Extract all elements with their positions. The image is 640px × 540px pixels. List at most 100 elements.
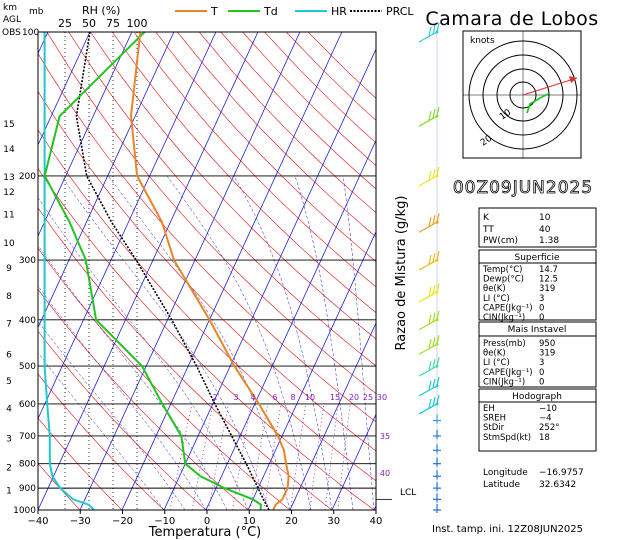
wind-barb [433, 414, 441, 424]
wind-barb [433, 482, 441, 492]
isotherm [121, 32, 343, 510]
mixing-ratio-label: 15 [330, 393, 340, 402]
rh-tick-label: 50 [82, 17, 96, 30]
wind-barb [418, 356, 440, 377]
prcl-series-line [75, 32, 270, 510]
moist-adiabat [61, 175, 270, 510]
km-label: 1 [6, 486, 12, 496]
wind-barb [418, 282, 440, 303]
dry-adiabat [264, 32, 376, 144]
pressure-tick-label: 600 [19, 400, 36, 410]
wind-barb [418, 166, 440, 187]
hr-series-line [43, 32, 95, 510]
t-series-line [129, 32, 290, 510]
dry-adiabat [38, 52, 376, 423]
isotherm [163, 48, 376, 510]
legend-label: Td [263, 5, 278, 18]
isotherm [79, 32, 301, 510]
mixing-ratio-label: 3 [233, 393, 238, 402]
moist-adiabat [294, 175, 354, 510]
isotherm [38, 32, 91, 146]
dry-adiabat [38, 247, 291, 510]
dry-adiabat [38, 129, 376, 482]
wind-barb [418, 250, 440, 271]
legend-label: T [210, 5, 218, 18]
dry-adiabat [68, 32, 376, 367]
x-tick-label: 40 [370, 516, 383, 527]
km-label: 7 [6, 319, 12, 329]
x-tick-label: −40 [27, 516, 48, 527]
mixing-ratio-line [191, 403, 214, 510]
wind-barb [433, 504, 441, 513]
dry-adiabat [38, 330, 207, 510]
mixing-ratio-line [309, 403, 325, 510]
theta-e-label: 35 [380, 432, 390, 441]
pressure-tick-label: 1000 [13, 506, 36, 516]
dry-adiabat [90, 32, 376, 340]
x-tick-label: 0 [204, 516, 210, 527]
km-label: 12 [3, 188, 14, 198]
km-label: 6 [6, 350, 12, 360]
km-label: 8 [6, 292, 12, 302]
mixing-ratio-label: 25 [363, 393, 373, 402]
pressure-tick-label: 800 [19, 460, 36, 470]
pressure-tick-label: 400 [19, 316, 36, 326]
isotherm [289, 322, 376, 510]
pressure-tick-label: 500 [19, 362, 36, 372]
legend-label: HR [331, 5, 347, 18]
isotherm [38, 32, 133, 238]
dry-adiabat [46, 32, 376, 394]
theta-e-label: 40 [380, 469, 390, 478]
pressure-tick-label: 300 [19, 256, 36, 266]
mixing-ratio-line [290, 403, 307, 510]
x-tick-label: 10 [243, 516, 256, 527]
km-label: 11 [3, 211, 14, 221]
isotherm [247, 230, 376, 510]
km-label: 15 [3, 120, 14, 130]
rh-tick-label: 25 [58, 17, 72, 30]
x-tick-label: 20 [285, 516, 298, 527]
pressure-tick-label: 200 [19, 172, 36, 182]
td-series-line [43, 32, 262, 510]
dry-adiabat [177, 32, 376, 238]
wind-barb [433, 470, 441, 480]
isotherm [38, 32, 217, 420]
wind-barb [433, 457, 441, 467]
km-label: 10 [3, 239, 15, 249]
wind-barb [418, 376, 440, 397]
mixing-ratio-label: 20 [349, 393, 359, 402]
wind-barb [418, 310, 440, 331]
pressure-tick-label: 700 [19, 432, 36, 442]
storm-motion-arrow [522, 77, 578, 96]
wind-barb [433, 493, 441, 503]
mixing-ratio-label: 8 [290, 393, 295, 402]
x-tick-label: 30 [327, 516, 340, 527]
km-label: 4 [6, 404, 12, 414]
mixing-ratio-line [249, 403, 269, 510]
mixing-ratio-line [208, 403, 229, 510]
wind-barb [418, 335, 440, 355]
dry-adiabat [38, 463, 81, 510]
x-tick-label: −10 [154, 516, 175, 527]
mixing-ratio-label: 6 [272, 393, 277, 402]
hodograph-trace [526, 93, 549, 114]
moist-adiabat [38, 320, 186, 510]
plot-area [0, 32, 376, 510]
km-label: 3 [6, 434, 12, 444]
dry-adiabat [38, 168, 375, 510]
mixing-ratio-label: 4 [250, 393, 255, 402]
isotherm [38, 32, 259, 510]
wind-barb [418, 107, 440, 127]
isotherm [331, 413, 376, 510]
x-tick-label: −30 [70, 516, 91, 527]
km-label: 13 [3, 173, 14, 183]
legend-label: PRCL [386, 5, 414, 18]
moist-adiabat [166, 175, 312, 510]
km-label: 2 [6, 463, 12, 473]
storm-motion-arrowhead [569, 76, 577, 83]
isotherm [0, 32, 6, 510]
dry-adiabat [38, 288, 249, 510]
wind-barb [433, 444, 441, 454]
wind-barb [418, 213, 440, 233]
